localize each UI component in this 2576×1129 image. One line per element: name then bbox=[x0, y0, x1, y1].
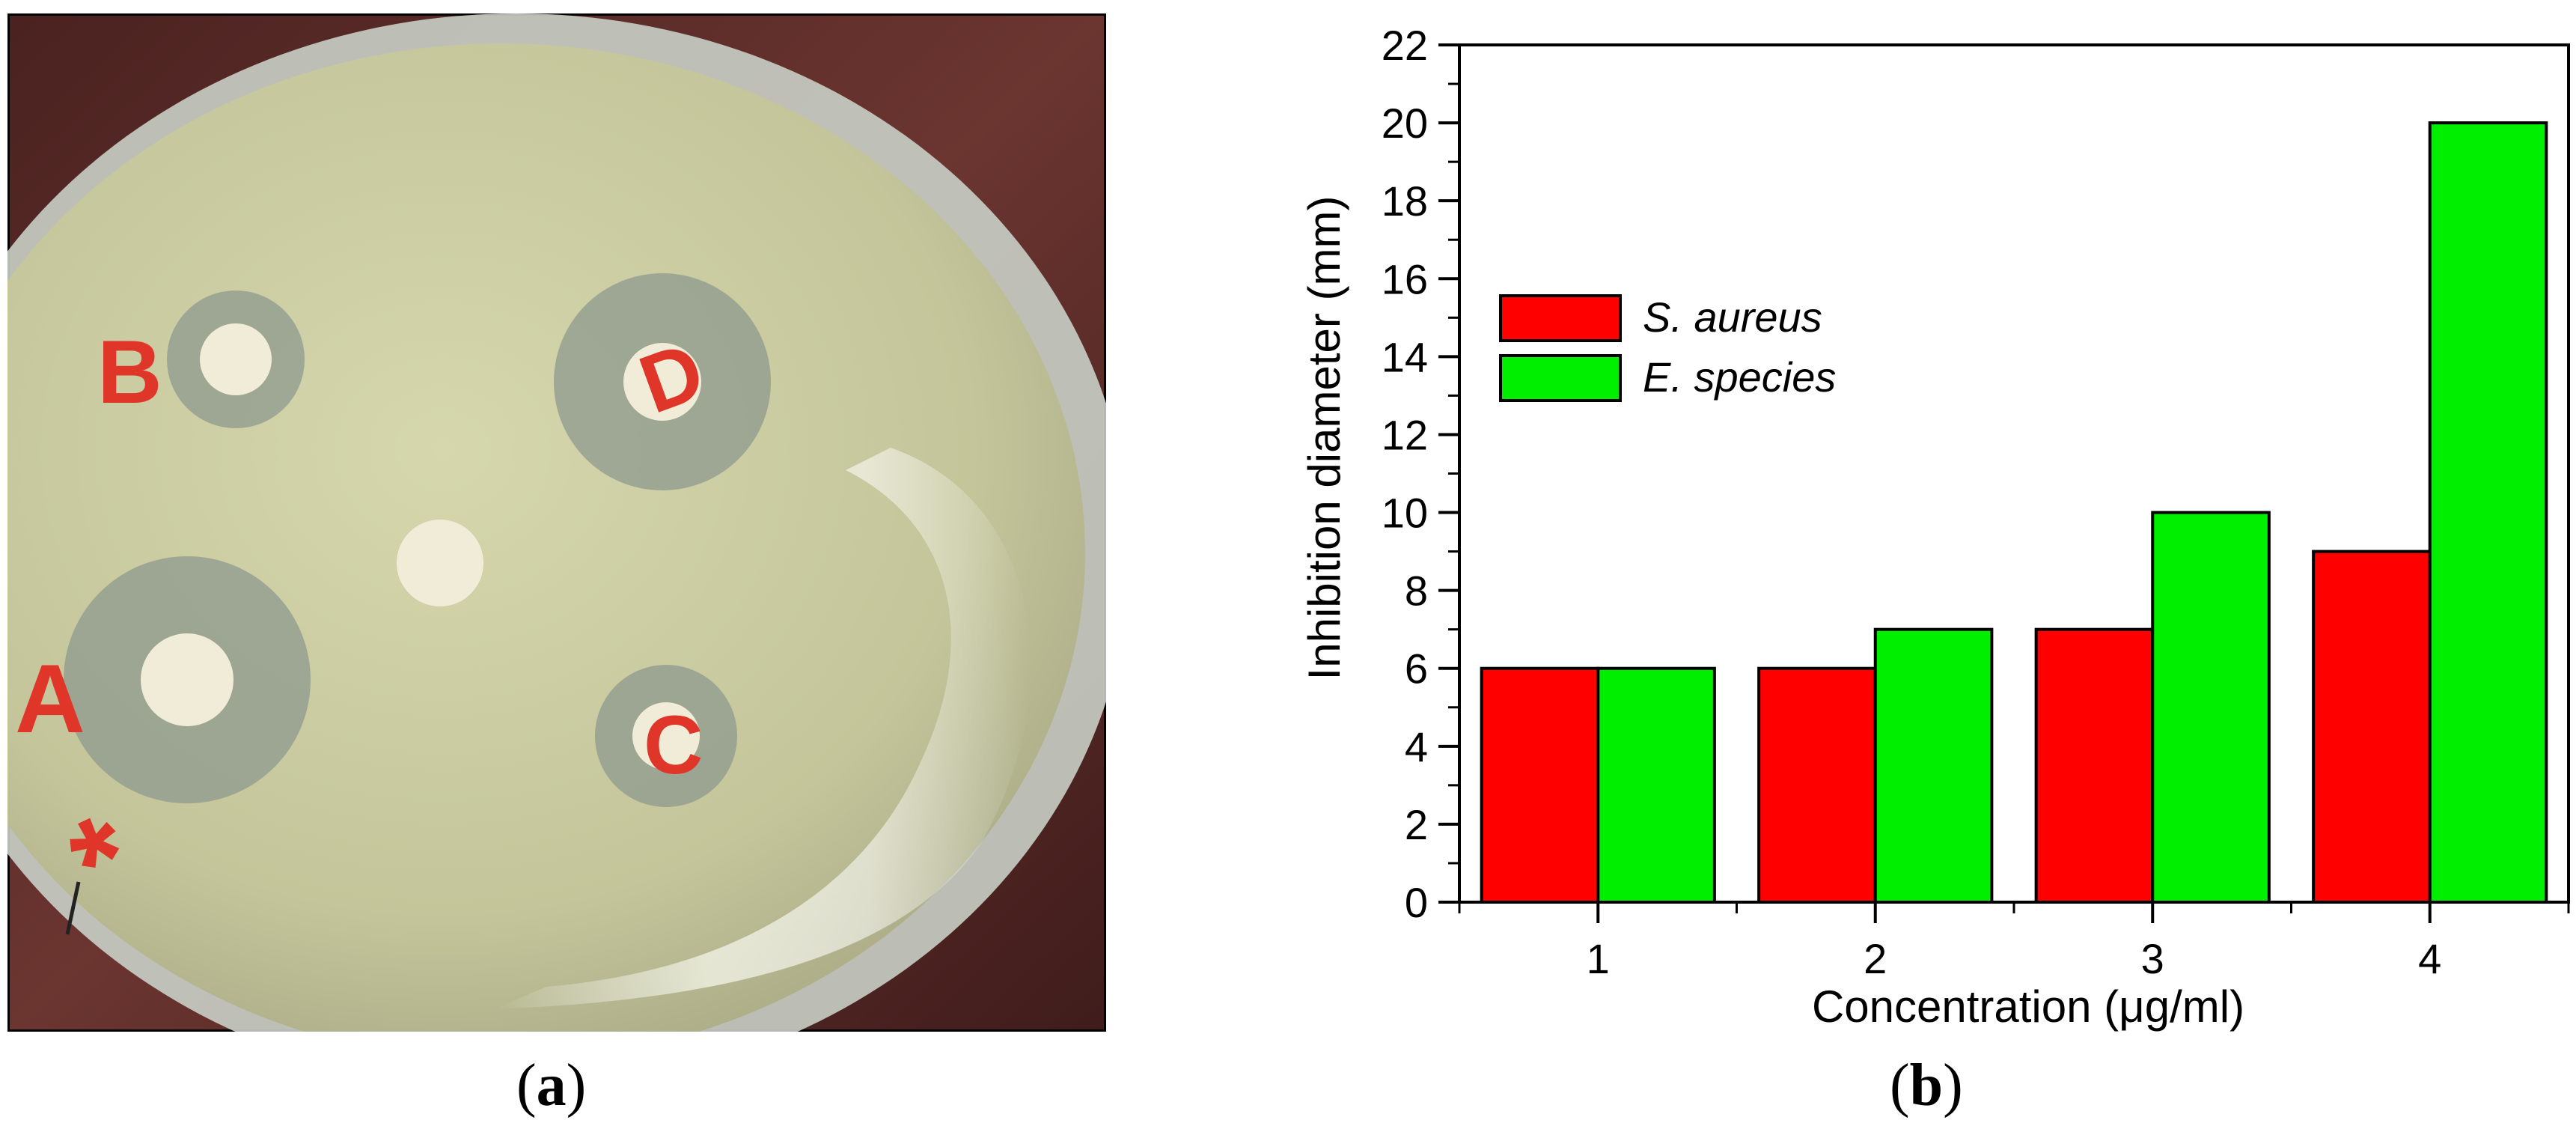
y-tick-label: 4 bbox=[1405, 723, 1428, 770]
y-axis-label: Inhibition diameter (mm) bbox=[1299, 196, 1349, 681]
legend-label-e-species: E. species bbox=[1643, 353, 1836, 401]
bar-e-species-4 bbox=[2428, 121, 2548, 904]
x-tick-label: 2 bbox=[1864, 935, 1887, 982]
y-tick-label: 14 bbox=[1382, 333, 1428, 380]
disk-d bbox=[623, 343, 701, 421]
bar-e-species-3 bbox=[2151, 511, 2271, 904]
disk-c bbox=[632, 702, 700, 770]
bar-e-species-2 bbox=[1873, 627, 1994, 904]
agar-surface bbox=[7, 43, 1085, 1032]
y-tick-label: 12 bbox=[1382, 411, 1428, 458]
disk-b bbox=[200, 323, 272, 395]
legend-swatch-s-aureus bbox=[1499, 294, 1622, 342]
y-tick-label: 16 bbox=[1382, 255, 1428, 302]
bar-s-aureus-2 bbox=[1757, 666, 1877, 904]
disk-label-b: B bbox=[97, 322, 162, 422]
x-tick-label: 1 bbox=[1587, 935, 1610, 982]
disk-label-c: C bbox=[644, 699, 703, 791]
caption-a: (a) bbox=[516, 1053, 587, 1119]
agar-plate-photo: B D A C * bbox=[7, 13, 1106, 1032]
y-tick-label: 6 bbox=[1405, 645, 1428, 693]
x-axis-label: Concentration (μg/ml) bbox=[1812, 982, 2244, 1032]
glare-reflection bbox=[494, 448, 1031, 1009]
legend-swatch-e-species bbox=[1499, 354, 1622, 402]
caption-b: (b) bbox=[1890, 1053, 1963, 1119]
x-tick-label: 3 bbox=[2141, 935, 2164, 982]
y-tick-label: 20 bbox=[1382, 100, 1428, 147]
stray-mark bbox=[65, 881, 81, 935]
bar-e-species-1 bbox=[1596, 666, 1716, 904]
caption-a-letter: a bbox=[536, 1053, 567, 1119]
disk-a bbox=[141, 633, 234, 726]
bar-s-aureus-4 bbox=[2312, 550, 2432, 904]
y-tick-label: 22 bbox=[1382, 22, 1428, 69]
x-tick-label: 4 bbox=[2418, 935, 2441, 982]
control-disk bbox=[397, 520, 483, 606]
bar-s-aureus-1 bbox=[1480, 666, 1600, 904]
y-tick-label: 8 bbox=[1405, 567, 1428, 615]
caption-b-letter: b bbox=[1909, 1053, 1944, 1119]
disk-label-a: A bbox=[15, 644, 85, 753]
legend-label-s-aureus: S. aureus bbox=[1643, 293, 1822, 341]
y-tick-label: 10 bbox=[1382, 490, 1428, 537]
y-tick-label: 0 bbox=[1405, 879, 1428, 926]
bar-s-aureus-3 bbox=[2034, 627, 2155, 904]
y-tick-label: 2 bbox=[1405, 801, 1428, 848]
y-tick-label: 18 bbox=[1382, 177, 1428, 225]
